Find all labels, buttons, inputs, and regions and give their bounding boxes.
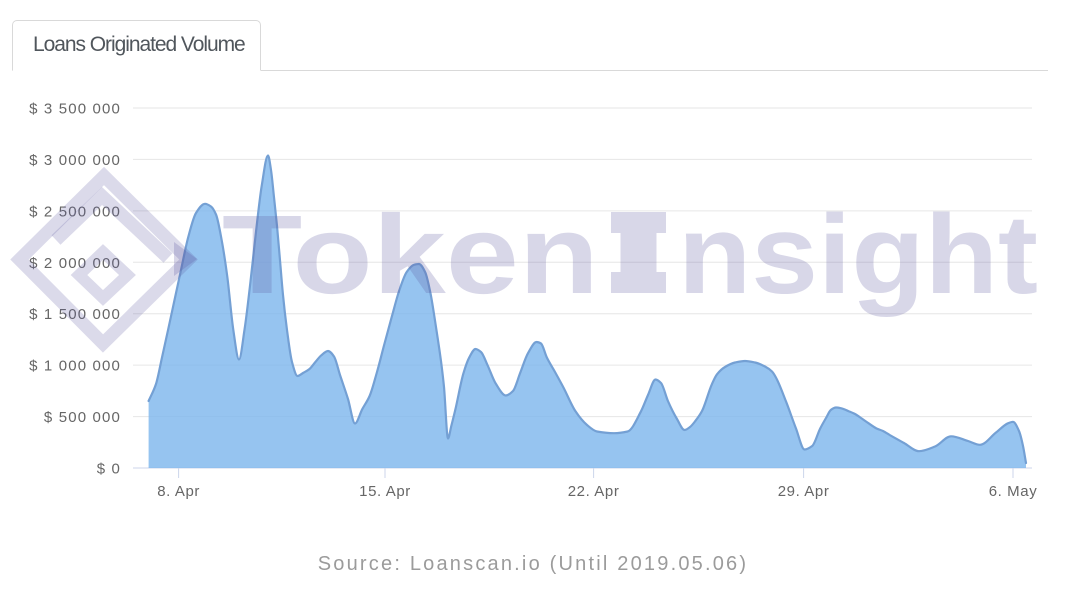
svg-text:15. Apr: 15. Apr <box>359 483 411 500</box>
svg-text:6. May: 6. May <box>989 483 1038 500</box>
svg-text:$ 2 500 000: $ 2 500 000 <box>29 203 121 220</box>
svg-text:Token: Token <box>222 192 599 317</box>
svg-text:nsight: nsight <box>678 192 1038 317</box>
svg-text:$ 500 000: $ 500 000 <box>44 409 121 426</box>
svg-text:$ 1 500 000: $ 1 500 000 <box>29 306 121 323</box>
svg-text:$ 1 000 000: $ 1 000 000 <box>29 358 121 375</box>
svg-text:22. Apr: 22. Apr <box>568 483 620 500</box>
svg-text:$ 2 000 000: $ 2 000 000 <box>29 255 121 272</box>
svg-text:$ 3 000 000: $ 3 000 000 <box>29 152 121 169</box>
svg-text:29. Apr: 29. Apr <box>778 483 830 500</box>
svg-text:$ 0: $ 0 <box>97 461 121 478</box>
svg-text:$ 3 500 000: $ 3 500 000 <box>29 101 121 118</box>
svg-text:8. Apr: 8. Apr <box>157 483 200 500</box>
